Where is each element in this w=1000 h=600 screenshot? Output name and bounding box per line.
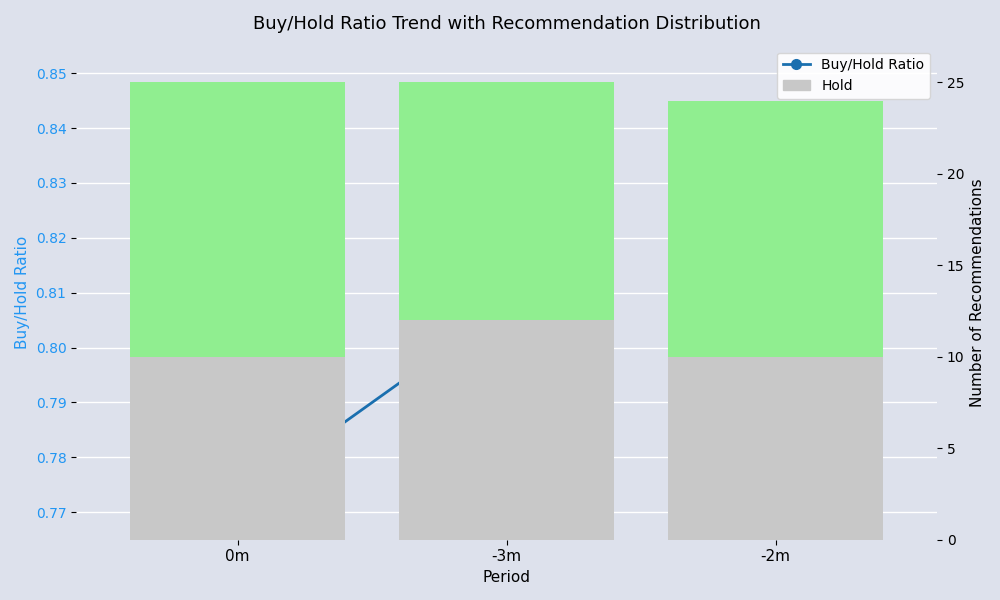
Y-axis label: Buy/Hold Ratio: Buy/Hold Ratio: [15, 236, 30, 349]
Bar: [668, 357, 883, 540]
Title: Buy/Hold Ratio Trend with Recommendation Distribution: Buy/Hold Ratio Trend with Recommendation…: [253, 15, 761, 33]
X-axis label: Period: Period: [483, 570, 531, 585]
Bar: [668, 101, 883, 357]
Bar: [130, 357, 345, 540]
Bar: [399, 320, 614, 540]
Legend: Buy/Hold Ratio, Hold: Buy/Hold Ratio, Hold: [777, 53, 930, 98]
Bar: [399, 82, 614, 320]
Bar: [130, 82, 345, 357]
Y-axis label: Number of Recommendations: Number of Recommendations: [970, 178, 985, 407]
